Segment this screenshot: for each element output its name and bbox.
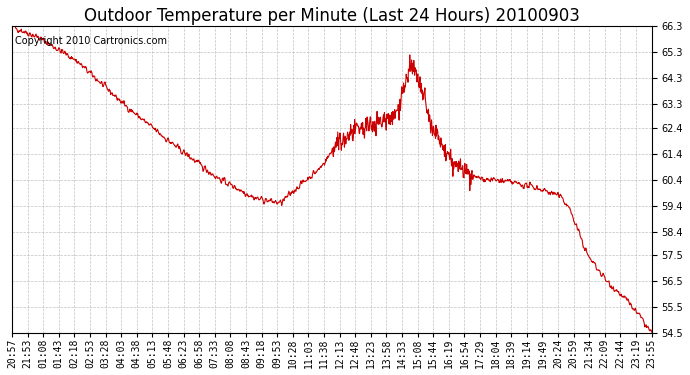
Text: Copyright 2010 Cartronics.com: Copyright 2010 Cartronics.com: [15, 36, 167, 46]
Title: Outdoor Temperature per Minute (Last 24 Hours) 20100903: Outdoor Temperature per Minute (Last 24 …: [83, 7, 580, 25]
